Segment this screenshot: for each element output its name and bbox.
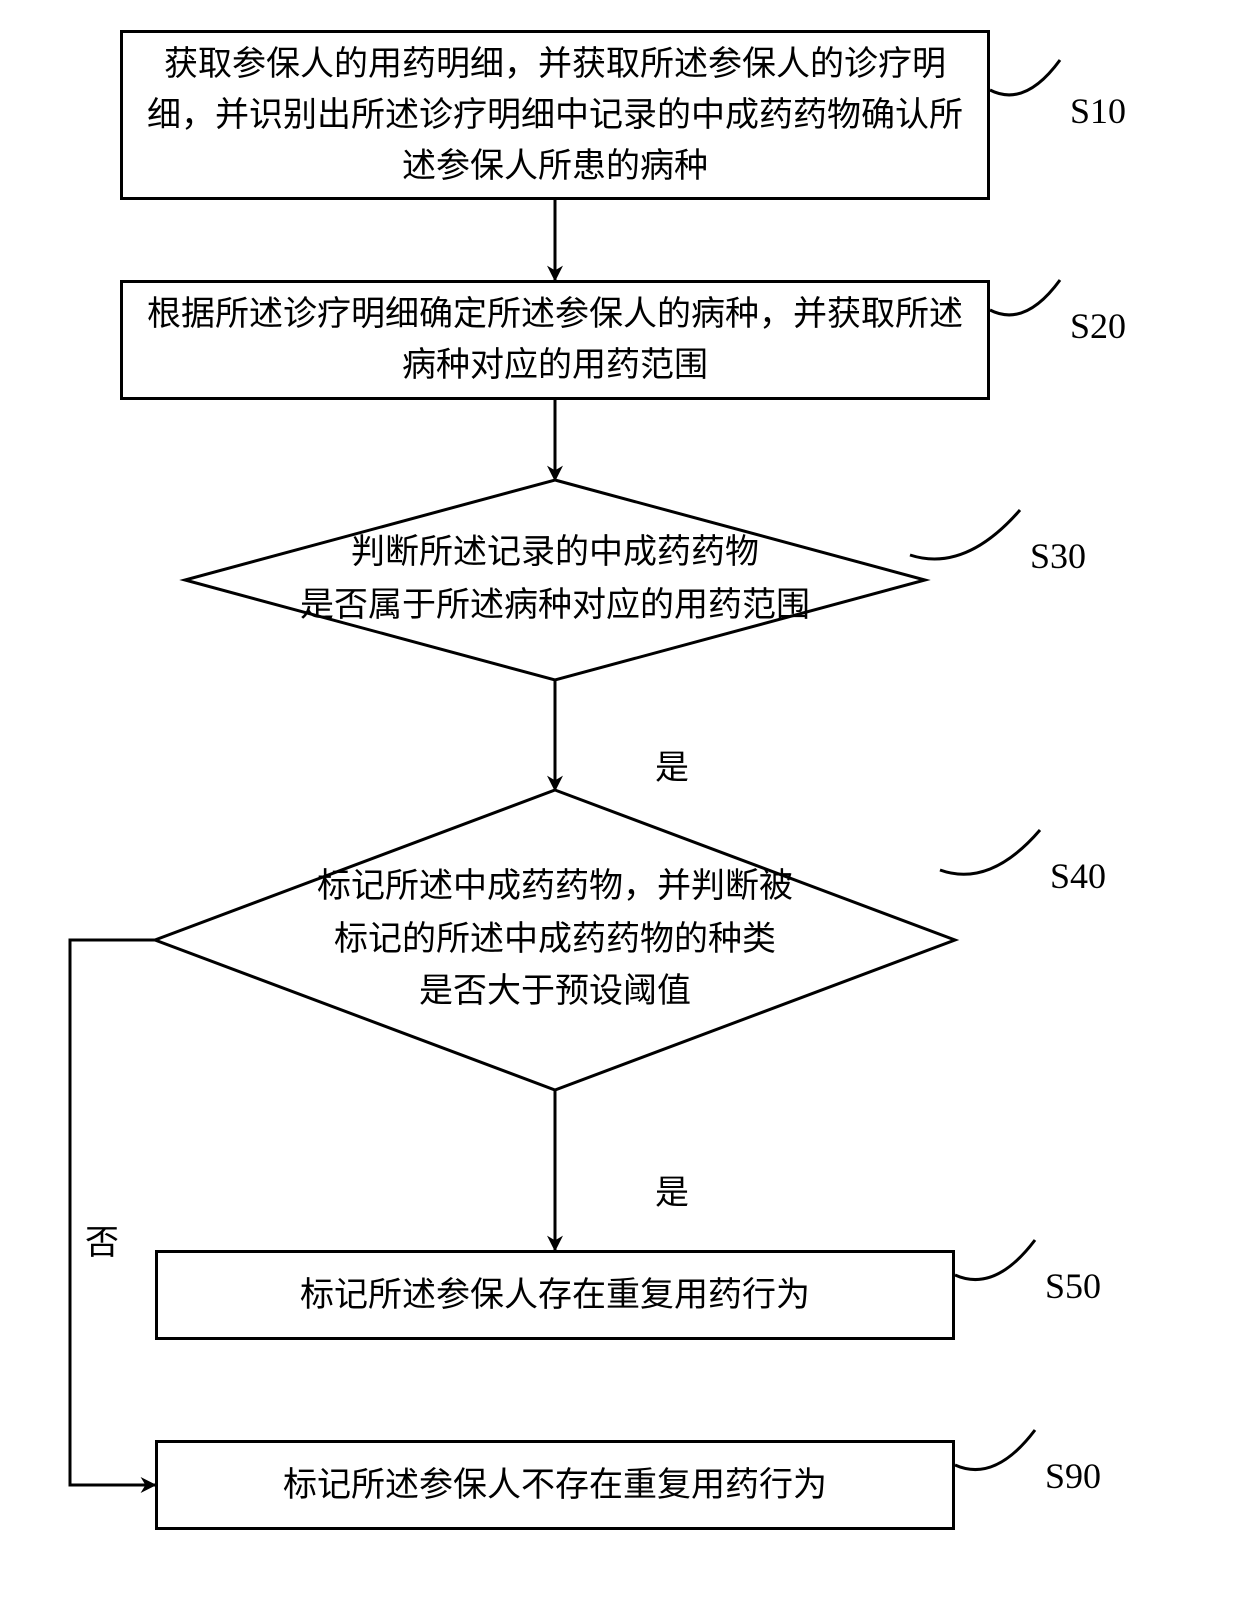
callout-s20 xyxy=(990,280,1060,315)
node-text: 标记所述参保人不存在重复用药行为 xyxy=(283,1460,827,1511)
process-s90: 标记所述参保人不存在重复用药行为 xyxy=(155,1440,955,1530)
step-label-s50: S50 xyxy=(1045,1265,1101,1307)
callout-s40 xyxy=(940,830,1040,874)
process-s10: 获取参保人的用药明细，并获取所述参保人的诊疗明细，并识别出所述诊疗明细中记录的中… xyxy=(120,30,990,200)
step-label-s30: S30 xyxy=(1030,535,1086,577)
edge-label-s40-s50: 是 xyxy=(655,1165,689,1214)
step-label-text: S30 xyxy=(1030,536,1086,576)
step-label-text: S10 xyxy=(1070,91,1126,131)
step-label-s10: S10 xyxy=(1070,90,1126,132)
node-text: 标记所述参保人存在重复用药行为 xyxy=(300,1270,810,1321)
callout-s50 xyxy=(955,1240,1035,1280)
step-label-text: S50 xyxy=(1045,1266,1101,1306)
decision-s40 xyxy=(155,790,955,1090)
callout-s90 xyxy=(955,1430,1035,1470)
process-s50: 标记所述参保人存在重复用药行为 xyxy=(155,1250,955,1340)
step-label-text: S20 xyxy=(1070,306,1126,346)
step-label-s40: S40 xyxy=(1050,855,1106,897)
step-label-text: S40 xyxy=(1050,856,1106,896)
edge-s40-s90 xyxy=(70,940,155,1485)
edge-label-text: 否 xyxy=(85,1225,119,1262)
decision-s30 xyxy=(185,480,925,680)
edge-label-text: 是 xyxy=(655,750,689,787)
step-label-s20: S20 xyxy=(1070,305,1126,347)
node-text: 根据所述诊疗明细确定所述参保人的病种，并获取所述病种对应的用药范围 xyxy=(143,289,967,391)
callout-s10 xyxy=(990,60,1060,95)
edge-label-s40-s90: 否 xyxy=(85,1215,119,1264)
callout-s30 xyxy=(910,510,1020,559)
process-s20: 根据所述诊疗明细确定所述参保人的病种，并获取所述病种对应的用药范围 xyxy=(120,280,990,400)
edge-label-text: 是 xyxy=(655,1175,689,1212)
node-text: 获取参保人的用药明细，并获取所述参保人的诊疗明细，并识别出所述诊疗明细中记录的中… xyxy=(143,39,967,192)
edge-label-s30-s40: 是 xyxy=(655,740,689,789)
step-label-text: S90 xyxy=(1045,1456,1101,1496)
flowchart-svg xyxy=(0,0,1240,1598)
step-label-s90: S90 xyxy=(1045,1455,1101,1497)
